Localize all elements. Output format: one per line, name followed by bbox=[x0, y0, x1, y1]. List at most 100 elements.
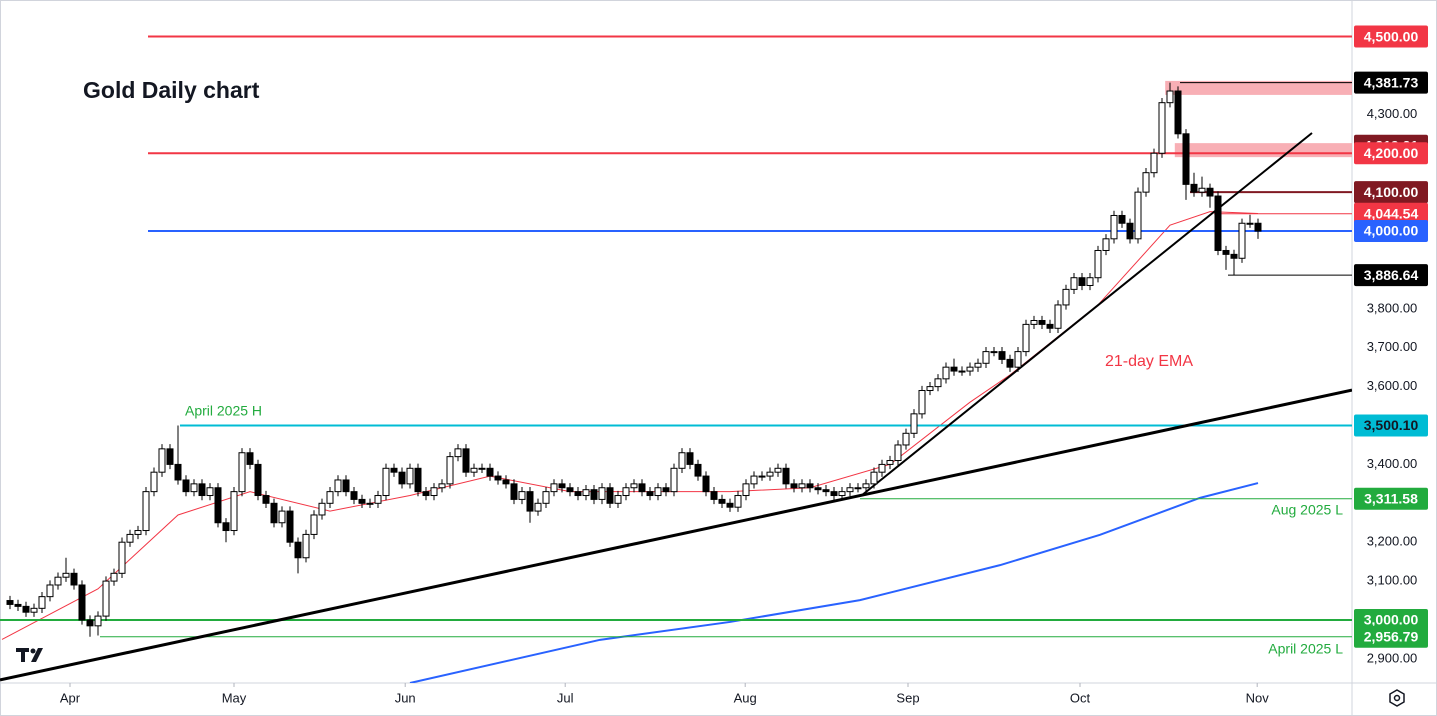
candle-body bbox=[390, 467, 398, 473]
candle-body bbox=[982, 351, 990, 364]
candle-body bbox=[190, 483, 198, 493]
candle-body bbox=[1190, 183, 1198, 193]
candle-body bbox=[1102, 238, 1110, 251]
candle-body bbox=[214, 487, 222, 524]
candle-body bbox=[342, 479, 350, 493]
candle-body bbox=[766, 471, 774, 477]
candle-body bbox=[326, 491, 334, 504]
candle-body bbox=[1094, 249, 1102, 279]
zone bbox=[1174, 143, 1352, 158]
candle-body bbox=[734, 495, 742, 508]
candle-body bbox=[478, 467, 486, 470]
candle-body bbox=[206, 487, 214, 497]
candle-body bbox=[1030, 319, 1038, 325]
x-tick-label: Jul bbox=[557, 690, 574, 705]
candle-body bbox=[374, 495, 382, 504]
candle-body bbox=[502, 479, 510, 485]
settings-icon[interactable] bbox=[1389, 689, 1405, 707]
y-tick-label: 3,700.00 bbox=[1367, 339, 1418, 354]
price-label-box bbox=[1354, 487, 1428, 510]
candle-body bbox=[1022, 323, 1030, 353]
candle-body bbox=[990, 351, 998, 354]
candle-body bbox=[166, 448, 174, 465]
candle-body bbox=[1166, 90, 1174, 104]
candle-body bbox=[446, 456, 454, 485]
x-tick-label: Sep bbox=[896, 690, 919, 705]
candle-body bbox=[118, 541, 126, 574]
candle-body bbox=[142, 491, 150, 532]
candle-body bbox=[974, 362, 982, 368]
candle-body bbox=[1158, 102, 1166, 154]
candle-body bbox=[1230, 253, 1238, 259]
x-tick-label: Apr bbox=[60, 690, 81, 705]
candle-body bbox=[278, 510, 286, 524]
price-label-box bbox=[1354, 71, 1428, 94]
candle-body bbox=[670, 467, 678, 493]
price-label-box bbox=[1354, 625, 1428, 648]
candle-body bbox=[230, 491, 238, 532]
candle-body bbox=[494, 475, 502, 481]
candle-body bbox=[406, 467, 414, 485]
candle-body bbox=[694, 463, 702, 477]
candle-body bbox=[1062, 288, 1070, 306]
y-tick-label: 2,900.00 bbox=[1367, 650, 1418, 665]
candle-body bbox=[718, 498, 726, 504]
price-label: 4,500.00 bbox=[1364, 28, 1419, 44]
candle-body bbox=[1110, 214, 1118, 240]
candle-body bbox=[742, 483, 750, 497]
price-label: 3,311.58 bbox=[1364, 491, 1418, 507]
candle-body bbox=[510, 483, 518, 500]
candle-body bbox=[238, 452, 246, 493]
candle-body bbox=[46, 584, 54, 598]
candle-body bbox=[38, 596, 46, 609]
candle-body bbox=[654, 487, 662, 497]
candle-body bbox=[1142, 172, 1150, 193]
candle-body bbox=[110, 572, 118, 582]
price-label: 4,381.73 bbox=[1364, 74, 1419, 90]
candle-body bbox=[1126, 222, 1134, 240]
candle-body bbox=[598, 487, 606, 500]
candle-body bbox=[158, 448, 166, 473]
candle-body bbox=[526, 491, 534, 512]
annotation: April 2025 L bbox=[1268, 641, 1343, 657]
candle-body bbox=[358, 498, 366, 504]
candle-body bbox=[270, 502, 278, 524]
candle-body bbox=[182, 479, 190, 493]
candle-body bbox=[334, 479, 342, 493]
candle-body bbox=[302, 533, 310, 559]
candle-body bbox=[918, 390, 926, 415]
annotation: 21-day EMA bbox=[1105, 353, 1193, 370]
chart-title: Gold Daily chart bbox=[83, 77, 260, 103]
candle-body bbox=[134, 530, 142, 535]
price-label-box bbox=[1354, 202, 1428, 225]
candle-body bbox=[1238, 222, 1246, 259]
candle-body bbox=[294, 541, 302, 559]
price-label: 4,044.54 bbox=[1364, 205, 1419, 221]
candle-body bbox=[710, 491, 718, 500]
candle-body bbox=[542, 491, 550, 504]
candle-body bbox=[462, 448, 470, 473]
candle-body bbox=[1174, 90, 1182, 135]
candle-body bbox=[902, 432, 910, 446]
candle-body bbox=[926, 386, 934, 392]
candle-body bbox=[486, 467, 494, 477]
candle-body bbox=[590, 489, 598, 500]
candle-body bbox=[102, 580, 110, 617]
candle-body bbox=[574, 491, 582, 497]
candle-body bbox=[622, 487, 630, 497]
candle-body bbox=[1150, 152, 1158, 174]
x-tick-label: Nov bbox=[1246, 690, 1270, 705]
candle-body bbox=[246, 452, 254, 465]
candle-body bbox=[1246, 222, 1254, 225]
candle-body bbox=[1086, 277, 1094, 286]
candle-body bbox=[222, 522, 230, 532]
candle-body bbox=[454, 448, 462, 458]
candle-body bbox=[22, 605, 30, 613]
candle-body bbox=[790, 483, 798, 489]
price-label: 3,886.64 bbox=[1364, 267, 1419, 283]
trend-line bbox=[861, 132, 1313, 496]
y-tick-label: 3,800.00 bbox=[1367, 300, 1418, 315]
candle-body bbox=[470, 467, 478, 473]
candle-body bbox=[606, 487, 614, 504]
